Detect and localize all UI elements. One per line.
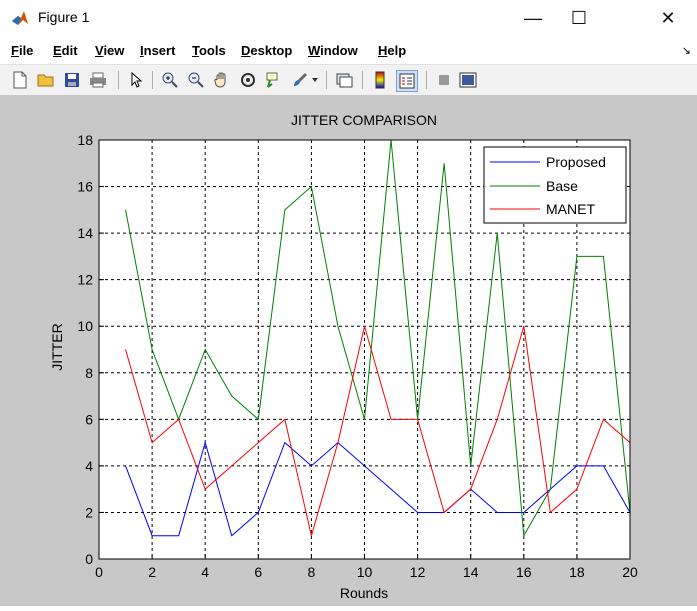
legend-label-proposed: Proposed <box>546 154 606 170</box>
toolbar-separator <box>426 71 427 89</box>
print-icon[interactable] <box>88 70 108 90</box>
menu-insert[interactable]: Insert <box>140 43 176 58</box>
show-plot-tools-icon[interactable] <box>458 70 478 90</box>
minimize-icon: — <box>524 7 542 28</box>
x-tick-label: 18 <box>569 564 585 580</box>
menu-tools[interactable]: Tools <box>192 43 226 58</box>
toolbar-separator <box>152 71 153 89</box>
menu-edit[interactable]: Edit <box>53 43 78 58</box>
dock-arrow-icon[interactable]: ↘ <box>681 45 691 57</box>
x-axis-label: Rounds <box>340 585 388 601</box>
series-line-base <box>125 139 631 538</box>
x-tick-label: 2 <box>148 564 156 580</box>
menu-window[interactable]: Window <box>308 43 358 58</box>
maximize-icon: ☐ <box>570 7 588 28</box>
pan-hand-icon[interactable] <box>212 70 232 90</box>
legend-icon[interactable] <box>396 70 418 92</box>
brush-icon[interactable] <box>290 70 310 90</box>
window-title: Figure 1 <box>38 9 90 25</box>
y-tick-label: 4 <box>85 458 93 474</box>
chart-legend[interactable]: Proposed Base MANET <box>483 146 627 224</box>
y-axis-label: JITTER <box>49 323 65 370</box>
chart-title: JITTER COMPARISON <box>291 112 437 128</box>
y-tick-label: 2 <box>85 504 93 520</box>
y-tick-label: 18 <box>77 132 93 148</box>
x-tick-label: 4 <box>201 564 209 580</box>
y-tick-label: 10 <box>77 318 93 334</box>
toolbar-separator <box>362 71 363 89</box>
figure-toolbar <box>0 64 697 96</box>
x-tick-label: 16 <box>516 564 532 580</box>
open-file-icon[interactable] <box>36 70 56 90</box>
x-tick-label: 14 <box>463 564 479 580</box>
y-tick-label: 8 <box>85 365 93 381</box>
menu-help[interactable]: Help <box>378 43 407 58</box>
menu-view[interactable]: View <box>95 43 125 58</box>
x-tick-label: 0 <box>95 564 103 580</box>
x-tick-label: 20 <box>622 564 638 580</box>
toolbar-separator <box>118 71 119 89</box>
legend-label-manet: MANET <box>546 201 595 217</box>
y-tick-label: 16 <box>77 179 93 195</box>
brush-dropdown-icon[interactable] <box>310 70 320 90</box>
menu-bar: File Edit View Insert Tools Desktop Wind… <box>0 36 697 64</box>
y-tick-label: 6 <box>85 411 93 427</box>
x-tick-label: 8 <box>308 564 316 580</box>
series-line-manet <box>125 326 631 536</box>
figure-canvas: 0 2 4 6 8 10 12 14 16 18 20 0 2 4 6 8 10 12 14 16 18 JITTER … <box>0 95 697 606</box>
legend-label-base: Base <box>546 178 578 194</box>
toolbar-separator <box>326 71 327 89</box>
save-icon[interactable] <box>62 70 82 90</box>
new-figure-icon[interactable] <box>10 70 30 90</box>
y-tick-label: 14 <box>77 225 93 241</box>
y-tick-label: 12 <box>77 272 93 288</box>
legend-box <box>483 146 627 224</box>
zoom-in-icon[interactable] <box>160 70 180 90</box>
matlab-icon <box>12 11 28 25</box>
close-button[interactable]: ✕ <box>645 0 691 36</box>
colorbar-icon[interactable] <box>370 70 390 90</box>
title-bar: Figure 1 — ☐ ✕ <box>0 0 697 36</box>
rotate-3d-icon[interactable] <box>238 70 258 90</box>
minimize-button[interactable]: — <box>510 0 556 36</box>
x-tick-label: 6 <box>254 564 262 580</box>
close-icon: ✕ <box>660 7 676 28</box>
jitter-chart: 0 2 4 6 8 10 12 14 16 18 20 0 2 4 6 8 10 12 14 16 18 JITTER … <box>49 112 638 601</box>
x-tick-label: 10 <box>357 564 373 580</box>
x-tick-label: 12 <box>410 564 426 580</box>
hide-plot-tools-icon[interactable] <box>434 70 454 90</box>
pointer-icon[interactable] <box>126 70 146 90</box>
y-tick-label: 0 <box>85 551 93 567</box>
series-line-proposed <box>125 440 631 537</box>
link-plot-icon[interactable] <box>334 70 354 90</box>
menu-desktop[interactable]: Desktop <box>241 43 293 58</box>
data-cursor-icon[interactable] <box>264 70 284 90</box>
menu-file[interactable]: File <box>11 43 34 58</box>
maximize-button[interactable]: ☐ <box>556 0 602 36</box>
zoom-out-icon[interactable] <box>186 70 206 90</box>
